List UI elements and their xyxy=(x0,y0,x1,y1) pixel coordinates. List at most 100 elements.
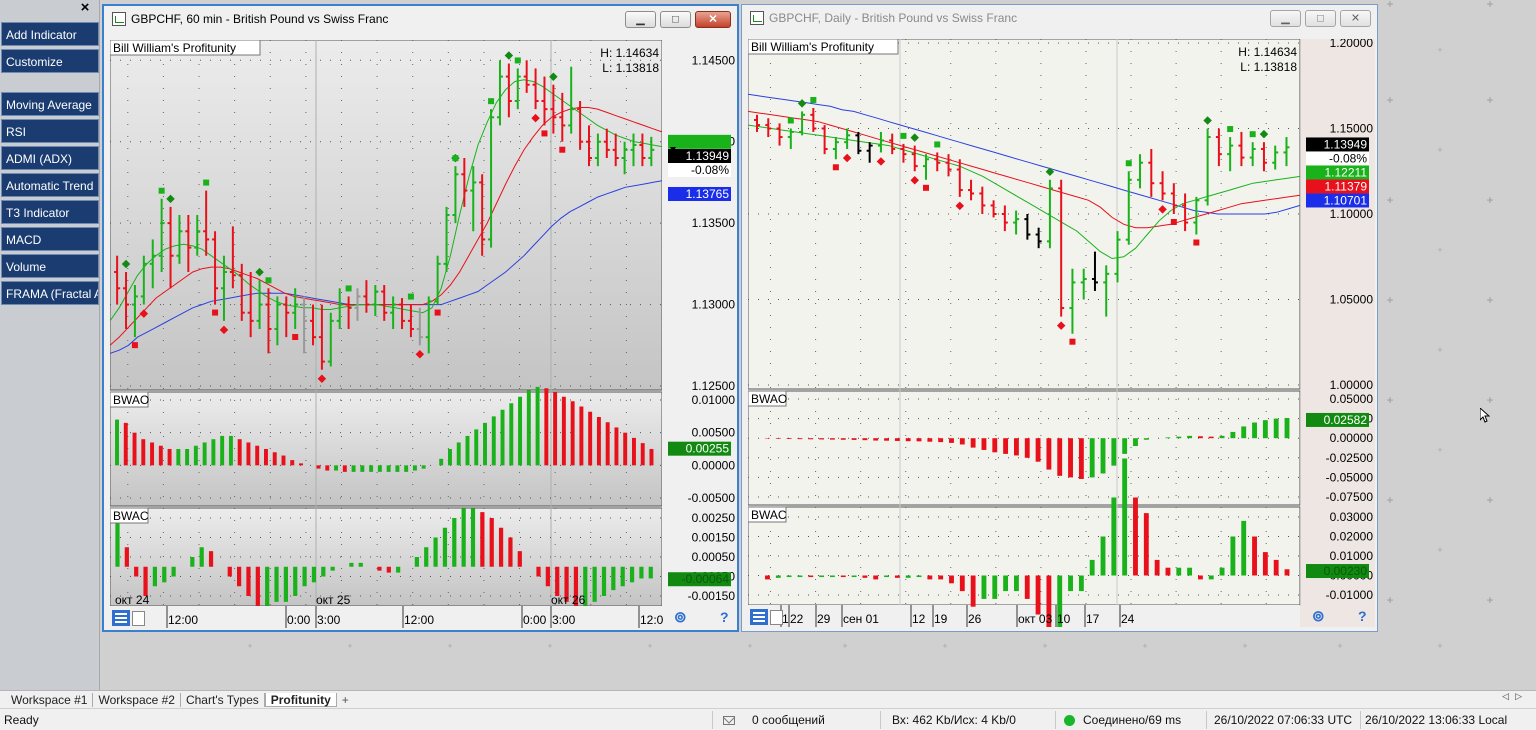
chart-sheet-icon[interactable] xyxy=(132,611,145,626)
help-icon[interactable]: ? xyxy=(720,609,729,625)
mail-icon[interactable] xyxy=(723,716,735,725)
profit-square-marker xyxy=(265,277,272,284)
price-tag-last-bg xyxy=(1306,137,1369,152)
profit-square-marker xyxy=(158,187,165,194)
maximize-button[interactable]: □ xyxy=(660,11,691,28)
price-tag-green-bg xyxy=(1306,165,1369,180)
profit-square-marker xyxy=(434,309,441,316)
profit-square-marker xyxy=(900,132,907,139)
grid-plus-icon: + xyxy=(1386,293,1394,307)
close-button[interactable]: ✕ xyxy=(695,11,731,28)
window-titlebar[interactable]: GBPCHF, 60 min - British Pound vs Swiss … xyxy=(104,6,737,32)
link-chains-icon[interactable]: ⊚ xyxy=(1312,608,1325,625)
status-divider xyxy=(1055,711,1056,729)
bwac-panel[interactable] xyxy=(748,506,1301,606)
chart-window-daily[interactable]: GBPCHF, Daily - British Pound vs Swiss F… xyxy=(741,4,1378,632)
bwao-value-tag-bg xyxy=(668,441,731,456)
fractal-down-marker xyxy=(910,176,919,185)
chart-window-60min[interactable]: GBPCHF, 60 min - British Pound vs Swiss … xyxy=(102,4,739,632)
grid-plus-icon: + xyxy=(1486,93,1494,107)
price-tag-last-bg xyxy=(668,149,731,164)
grid-plus-icon: + xyxy=(1486,393,1494,407)
close-panel-icon[interactable]: × xyxy=(80,0,90,16)
minimize-button[interactable]: ▁ xyxy=(625,11,656,28)
messages-count[interactable]: 0 сообщений xyxy=(752,713,825,727)
ma-line-teeth xyxy=(110,107,663,346)
bwao-panel[interactable] xyxy=(748,390,1301,506)
profit-square-marker xyxy=(407,293,414,300)
date-label: окт 24 xyxy=(115,593,150,607)
add-tab-button[interactable]: + xyxy=(341,692,349,707)
candles-group xyxy=(114,60,655,370)
candles-group xyxy=(754,107,1290,334)
fractal-up-marker xyxy=(549,72,558,81)
grid-plus-icon: + xyxy=(447,641,453,651)
bwao-axis-label: 0.00000 xyxy=(1330,431,1374,445)
tab-profitunity[interactable]: Profitunity xyxy=(264,692,337,707)
bwac-label: BWAC xyxy=(113,509,149,523)
fractal-up-marker xyxy=(121,259,131,269)
grid-plus-icon: + xyxy=(347,641,353,651)
time-axis-strip xyxy=(110,606,662,628)
indicator-label-bg xyxy=(110,40,261,56)
time-axis-label: 0:00 xyxy=(287,613,311,627)
time-axis-label: окт 03 xyxy=(1018,612,1053,626)
side-button-moving-average[interactable]: Moving Average xyxy=(1,92,99,116)
grid-plus-icon: + xyxy=(1386,493,1394,507)
tab-scroll-arrows-icon[interactable]: ◁▷ xyxy=(1502,691,1528,701)
tab-workspace-2[interactable]: Workspace #2 xyxy=(93,692,181,707)
profit-square-marker xyxy=(131,342,138,349)
status-divider xyxy=(880,711,881,729)
bwao-label-bg xyxy=(110,391,149,408)
workspace-tabbar: Workspace #1 Workspace #2 Chart's Types … xyxy=(0,690,1536,708)
side-button-frama-fractal-adaptive[interactable]: FRAMA (Fractal Adaptive) xyxy=(1,281,99,305)
side-button-customize[interactable]: Customize xyxy=(1,49,99,73)
bwao-axis-label: 0.05000 xyxy=(1330,392,1374,406)
side-button-automatic-trend[interactable]: Automatic Trend xyxy=(1,173,99,197)
link-chains-icon[interactable]: ⊚ xyxy=(674,609,687,626)
profit-square-marker xyxy=(345,285,352,292)
side-button-add-indicator[interactable]: Add Indicator xyxy=(1,22,99,46)
price-tag-hidden-bg xyxy=(668,134,731,149)
time-axis-label: 22 xyxy=(790,612,804,626)
local-time: 26/10/2022 13:06:33 Local xyxy=(1365,713,1508,727)
grid-plus-icon: + xyxy=(1386,93,1394,107)
grid-plus-icon: + xyxy=(747,641,753,651)
profit-square-marker xyxy=(1249,131,1256,138)
grid-plus-icon: + xyxy=(1142,641,1148,651)
close-button[interactable]: ✕ xyxy=(1340,10,1371,27)
side-button-macd[interactable]: MACD xyxy=(1,227,99,251)
profit-square-marker xyxy=(541,130,548,137)
tab-workspace-1[interactable]: Workspace #1 xyxy=(6,692,94,707)
price-axis-label: 1.15000 xyxy=(1330,122,1374,136)
chart-menu-icon[interactable] xyxy=(750,609,768,625)
time-axis-label: 0:00 xyxy=(523,613,547,627)
minimize-button[interactable]: ▁ xyxy=(1270,10,1301,27)
price-axis-label: 1.13000 xyxy=(692,298,736,312)
main-price-panel[interactable] xyxy=(110,40,663,391)
profit-square-marker xyxy=(1125,160,1132,167)
profit-square-marker xyxy=(832,164,839,171)
chart-sheet-icon[interactable] xyxy=(770,610,783,625)
fractal-down-marker xyxy=(955,201,965,211)
chart-canvas[interactable]: 1.20000 1.15000 1.10000 1.05000 1.00000 Bill … xyxy=(748,39,1375,627)
help-icon[interactable]: ? xyxy=(1358,608,1367,624)
price-axis-label: 1.20000 xyxy=(1330,39,1374,50)
price-axis-label: 1.12500 xyxy=(692,379,736,393)
chart-canvas[interactable]: 1.145001.140001.135001.130001.12500Bill … xyxy=(110,40,737,628)
bwao-panel[interactable] xyxy=(110,391,663,507)
side-button-t3-indicator[interactable]: T3 Indicator xyxy=(1,200,99,224)
side-button-volume[interactable]: Volume xyxy=(1,254,99,278)
side-button-admi-adx[interactable]: ADMI (ADX) xyxy=(1,146,99,170)
window-title: GBPCHF, Daily - British Pound vs Swiss F… xyxy=(769,11,1018,25)
tab-charts-types[interactable]: Chart's Types xyxy=(181,692,265,707)
maximize-button[interactable]: □ xyxy=(1305,10,1336,27)
price-axis-label: 1.13500 xyxy=(692,216,736,230)
chart-menu-icon[interactable] xyxy=(112,610,130,626)
price-axis-label: 1.14500 xyxy=(692,53,736,67)
bwac-value-tag-bg xyxy=(1306,564,1369,579)
window-titlebar[interactable]: GBPCHF, Daily - British Pound vs Swiss F… xyxy=(742,5,1377,31)
maximize-icon: □ xyxy=(1317,12,1324,24)
side-button-rsi[interactable]: RSI xyxy=(1,119,99,143)
low-label: L: 1.13818 xyxy=(602,61,659,75)
